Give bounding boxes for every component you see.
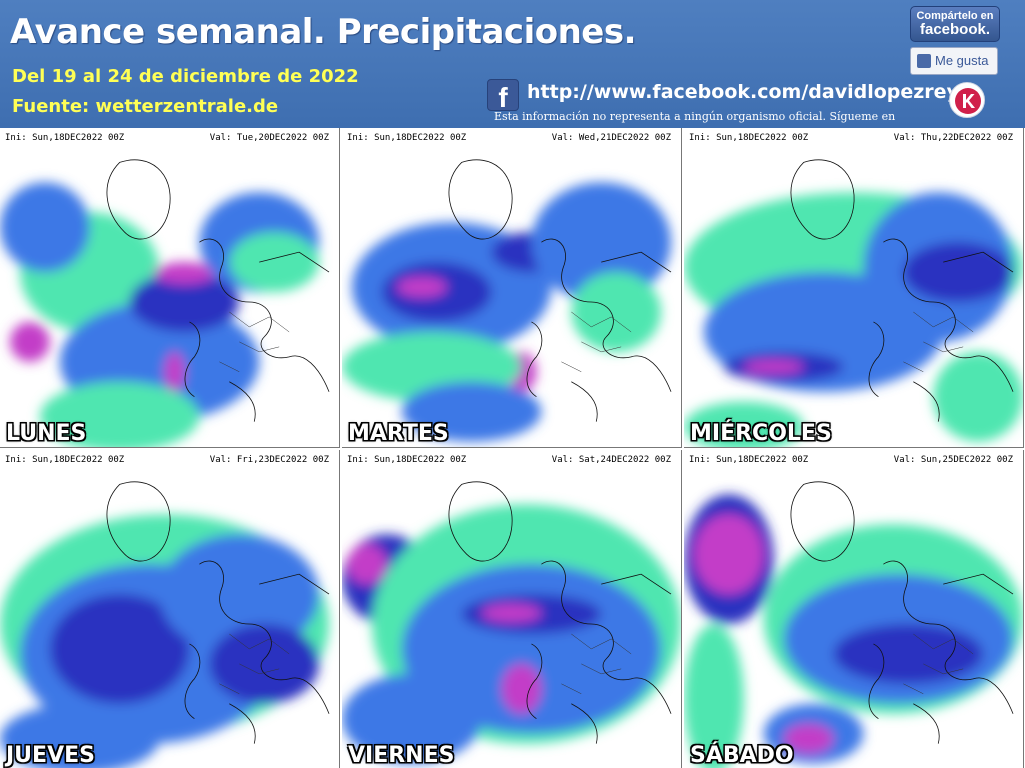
panel-meta: Ini: Sun,18DEC2022 00Z Val: Thu,22DEC2022…: [684, 128, 1023, 152]
precipitation-area: [209, 623, 320, 704]
precipitation-area: [0, 182, 90, 273]
date-range: Del 19 al 24 de diciembre de 2022: [12, 66, 359, 87]
country-border: [219, 311, 290, 373]
valid-time-label: Val: Wed,21DEC2022 00Z: [551, 133, 671, 143]
facebook-link[interactable]: http://www.facebook.com/davidlopezrey: [527, 81, 959, 103]
valid-time-label: Val: Thu,22DEC2022 00Z: [893, 133, 1013, 143]
day-label: MARTES: [348, 421, 449, 446]
brand-logo[interactable]: [949, 82, 985, 118]
precipitation-area: [154, 262, 215, 285]
precipitation-area: [571, 272, 662, 352]
precipitation-area: [342, 673, 482, 764]
country-border: [561, 633, 632, 695]
precipitation-map: [342, 152, 681, 447]
precipitation-area: [693, 514, 764, 595]
coastline: [448, 159, 513, 240]
valid-time-label: Val: Fri,23DEC2022 00Z: [209, 455, 329, 465]
coastline: [106, 481, 171, 562]
panel-meta: Ini: Sun,18DEC2022 00Z Val: Sun,25DEC2022…: [684, 450, 1023, 474]
country-border: [903, 311, 974, 373]
coastline: [790, 159, 855, 240]
precipitation-area: [39, 381, 200, 447]
precipitation-area: [164, 351, 185, 392]
init-time-label: Ini: Sun,18DEC2022 00Z: [689, 455, 809, 465]
coastline: [106, 159, 171, 240]
precipitation-area: [531, 182, 672, 302]
valid-time-label: Val: Tue,20DEC2022 00Z: [209, 133, 329, 143]
precipitation-area: [0, 703, 160, 768]
like-label: Me gusta: [935, 53, 989, 68]
day-label: MIÉRCOLES: [690, 421, 832, 446]
init-time-label: Ini: Sun,18DEC2022 00Z: [5, 133, 125, 143]
share-facebook-button[interactable]: Compártelo en facebook.: [910, 6, 1000, 42]
country-border: [219, 633, 290, 695]
precipitation-area: [396, 277, 447, 298]
init-time-label: Ini: Sun,18DEC2022 00Z: [347, 133, 467, 143]
forecast-panel: Ini: Sun,18DEC2022 00Z Val: Fri,23DEC2022…: [0, 450, 340, 768]
precipitation-area: [684, 401, 804, 447]
coastline: [448, 481, 513, 562]
init-time-label: Ini: Sun,18DEC2022 00Z: [5, 455, 125, 465]
panel-meta: Ini: Sun,18DEC2022 00Z Val: Sat,24DEC2022…: [342, 450, 681, 474]
precipitation-map: [684, 474, 1023, 768]
day-label: SÁBADO: [690, 743, 794, 768]
like-button[interactable]: Me gusta: [910, 47, 998, 75]
valid-time-label: Val: Sat,24DEC2022 00Z: [551, 455, 671, 465]
disclaimer-text: Esta información no representa a ningún …: [494, 110, 896, 123]
coastline: [526, 560, 672, 744]
coastline: [526, 238, 672, 422]
precipitation-area: [481, 604, 542, 622]
page-title: Avance semanal. Precipitaciones.: [10, 12, 637, 52]
precipitation-map: [0, 474, 339, 768]
coastline: [184, 238, 330, 422]
forecast-panel: Ini: Sun,18DEC2022 00Z Val: Tue,20DEC2022…: [0, 128, 340, 448]
valid-time-label: Val: Sun,25DEC2022 00Z: [893, 455, 1013, 465]
forecast-panel: Ini: Sun,18DEC2022 00Z Val: Sat,24DEC2022…: [342, 450, 682, 768]
coastline: [184, 560, 330, 744]
precipitation-area: [9, 321, 50, 362]
precipitation-map: [342, 474, 681, 768]
share-label-line2: facebook.: [919, 21, 991, 38]
day-label: JUEVES: [6, 743, 95, 768]
country-border: [561, 311, 632, 373]
precipitation-area: [833, 623, 984, 684]
panel-meta: Ini: Sun,18DEC2022 00Z Val: Fri,23DEC2022…: [0, 450, 339, 474]
coastline: [868, 560, 1014, 744]
country-border: [903, 633, 974, 695]
precipitation-area: [903, 242, 1014, 302]
precipitation-area: [229, 232, 320, 293]
precipitation-area: [129, 272, 240, 332]
forecast-panel: Ini: Sun,18DEC2022 00Z Val: Thu,22DEC2022…: [684, 128, 1024, 448]
forecast-panel: Ini: Sun,18DEC2022 00Z Val: Wed,21DEC2022…: [342, 128, 682, 448]
panel-meta: Ini: Sun,18DEC2022 00Z Val: Tue,20DEC2022…: [0, 128, 339, 152]
precipitation-area: [933, 351, 1023, 442]
init-time-label: Ini: Sun,18DEC2022 00Z: [347, 455, 467, 465]
precipitation-area: [743, 359, 804, 374]
header-banner: Avance semanal. Precipitaciones. Del 19 …: [0, 0, 1025, 128]
coastline: [868, 238, 1014, 422]
init-time-label: Ini: Sun,18DEC2022 00Z: [689, 133, 809, 143]
facebook-icon[interactable]: f: [487, 79, 519, 113]
forecast-grid: Ini: Sun,18DEC2022 00Z Val: Tue,20DEC2022…: [0, 128, 1025, 768]
source-label: Fuente: wetterzentrale.de: [12, 96, 279, 117]
coastline: [790, 481, 855, 562]
precipitation-area: [783, 723, 834, 754]
precipitation-map: [0, 152, 339, 447]
precipitation-area: [49, 594, 190, 704]
panel-meta: Ini: Sun,18DEC2022 00Z Val: Wed,21DEC2022…: [342, 128, 681, 152]
precipitation-map: [684, 152, 1023, 447]
precipitation-area: [501, 663, 542, 714]
share-label-line1: Compártelo en: [916, 10, 994, 22]
forecast-panel: Ini: Sun,18DEC2022 00Z Val: Sun,25DEC2022…: [684, 450, 1024, 768]
precipitation-area: [346, 544, 387, 585]
day-label: VIERNES: [348, 743, 455, 768]
precipitation-area: [684, 624, 744, 768]
day-label: LUNES: [6, 421, 87, 446]
precipitation-area: [401, 381, 542, 442]
thumbs-up-icon: [917, 54, 931, 68]
